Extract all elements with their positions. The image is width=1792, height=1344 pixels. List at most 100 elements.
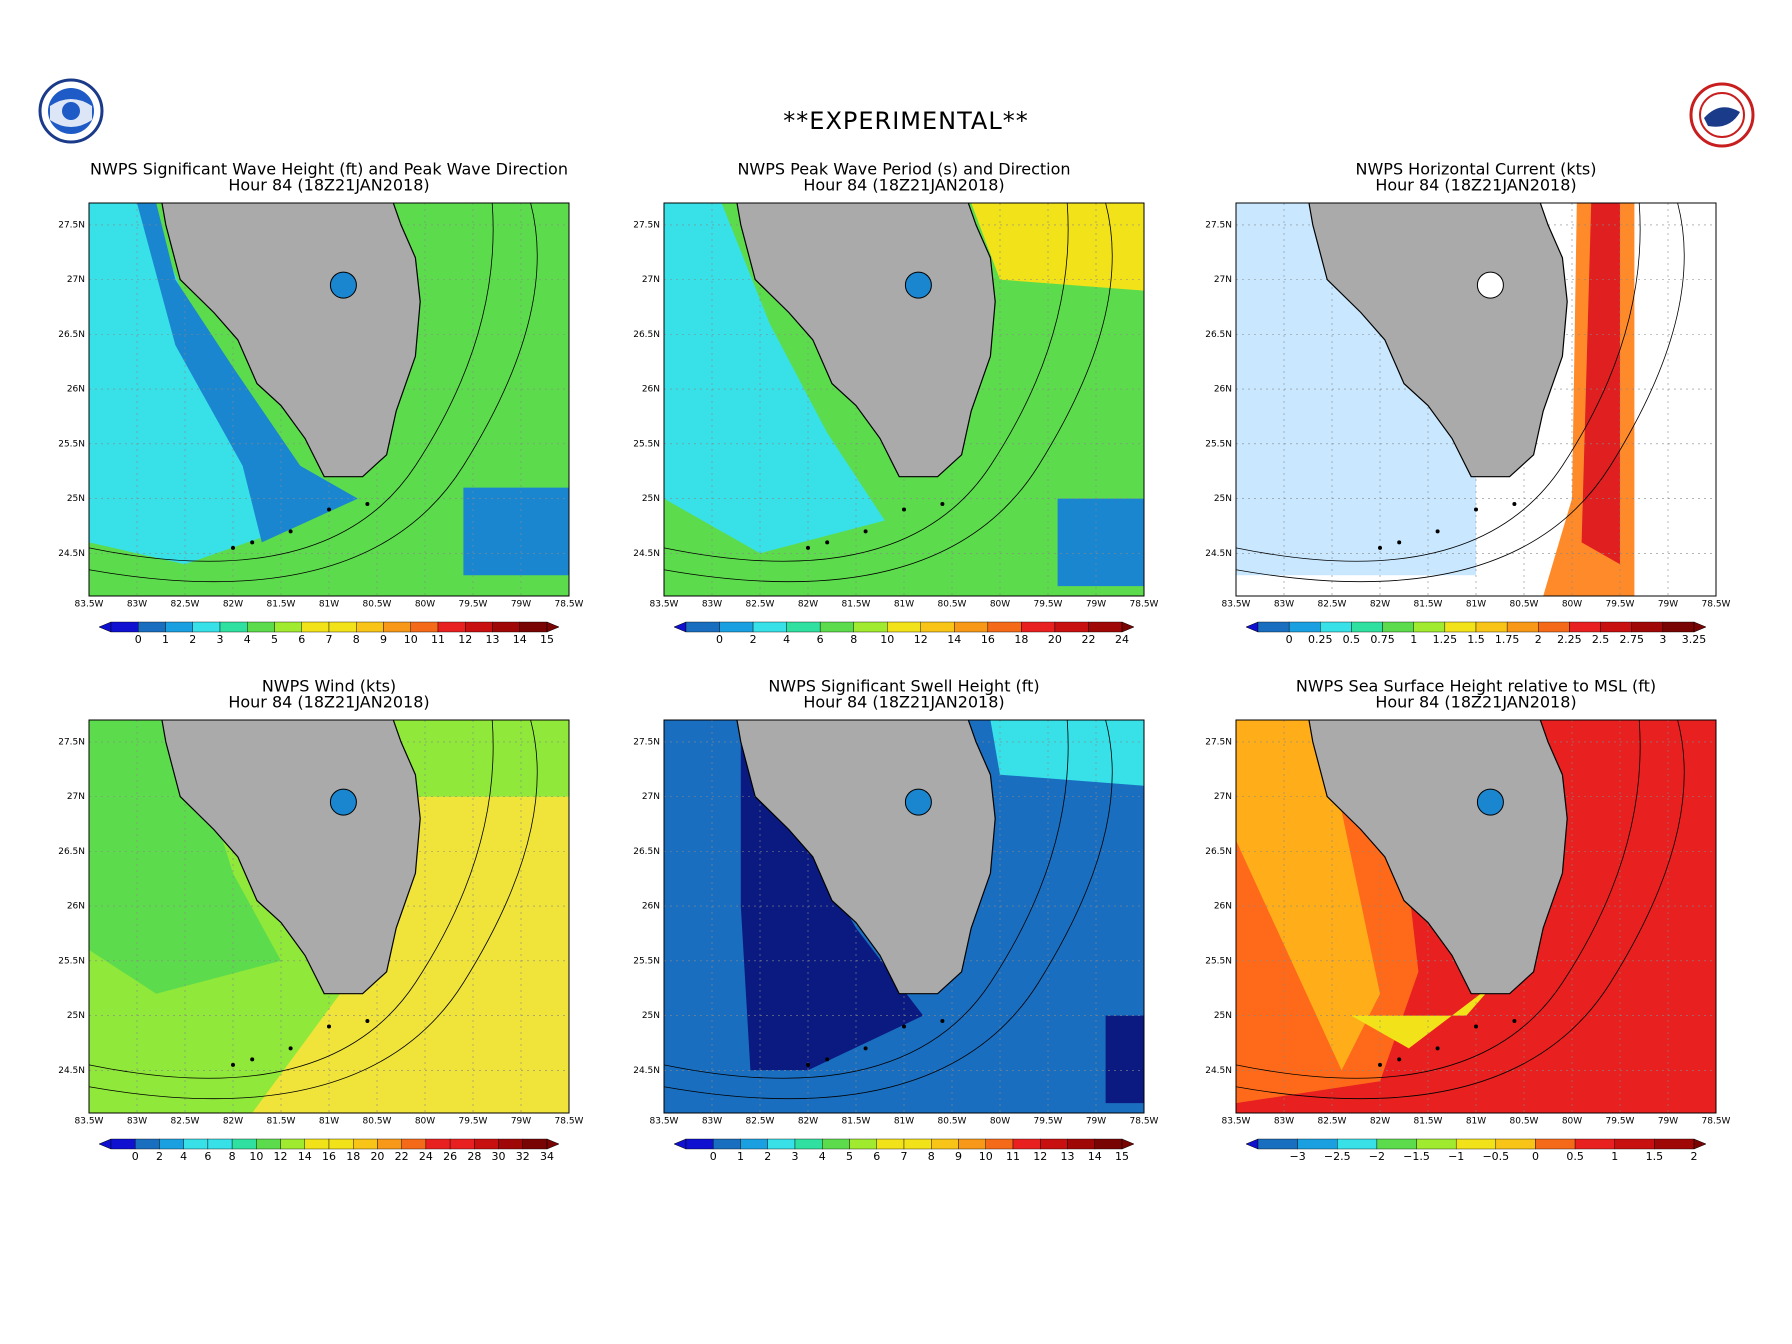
lat-label: 25N [1214,494,1232,504]
lat-label: 26N [642,385,660,395]
colorbar-label: 3 [792,1150,799,1163]
colorbar-arrow [1245,621,1259,633]
colorbar-label: 34 [540,1150,554,1163]
marine-zone-lines [89,720,494,1079]
colorbar-label: 28 [467,1150,481,1163]
colorbar-swatch [328,1138,354,1150]
colorbar-label: 4 [819,1150,826,1163]
map-frame [663,202,1145,597]
lon-label: 83.5W [1222,1117,1251,1127]
lon-label: 81.5W [842,600,871,610]
colorbar-label: 8 [229,1150,236,1163]
lon-label: 83.5W [650,600,679,610]
lat-label: 27N [642,275,660,285]
colorbar-swatch [449,1138,475,1150]
nws-logo [1689,82,1755,148]
panel-title: NWPS Significant Wave Height (ft) and Pe… [90,160,568,179]
map-frame [663,719,1145,1114]
map [664,203,1144,596]
marine-zone-lines [1236,203,1685,583]
colorbar-label: 20 [370,1150,384,1163]
colorbar-label: 0 [135,633,142,646]
panel-title: NWPS Peak Wave Period (s) and Direction [737,160,1070,179]
colorbar-label: 1 [1611,1150,1618,1163]
colorbar-label: 5 [271,633,278,646]
map-frame [1235,202,1717,597]
colorbar-swatch [1538,621,1570,633]
lon-label: 83W [1274,600,1294,610]
map [89,203,569,596]
colorbar-swatch [1067,1138,1095,1150]
colorbar-label: 6 [204,1150,211,1163]
colorbar-label: −3 [1290,1150,1306,1163]
colorbar-label: 0 [716,633,723,646]
colorbar-swatch [1320,621,1352,633]
lon-label: 81.5W [267,600,296,610]
colorbar-swatch [1413,621,1446,633]
lon-label: 80W [1562,600,1582,610]
lon-label: 78.5W [555,600,584,610]
colorbar-swatch [165,621,193,633]
colorbar: 0 2 4 6 8 10 12 14 16 18 20 22 24 26 28 30 32 34 [98,1138,560,1163]
lon-label: 80.5W [363,1117,392,1127]
colorbar-label: 12 [914,633,928,646]
lat-label: 27N [67,275,85,285]
colorbar-label: 8 [353,633,360,646]
colorbar-label: 2 [750,633,757,646]
colorbar-label: 10 [979,1150,993,1163]
colorbar-swatch [159,1138,184,1150]
panel-subtitle: Hour 84 (18Z21JAN2018) [1375,693,1576,712]
florida-keys [806,1062,810,1067]
colorbar-arrow [546,1138,560,1150]
lon-label: 78.5W [1130,1117,1159,1127]
colorbar-arrow [98,621,112,633]
colorbar-swatch [1475,621,1508,633]
colorbar-swatch [954,621,989,633]
colorbar-arrow [546,621,560,633]
colorbar-swatch [301,621,330,633]
lat-label: 24.5N [633,1066,660,1076]
colorbar-label: 14 [513,633,527,646]
colorbar-swatch [819,621,854,633]
colorbar-label: 12 [1033,1150,1047,1163]
lon-label: 79.5W [1034,1117,1063,1127]
colorbar-swatch [1337,1138,1378,1150]
colorbar-label: 0 [132,1150,139,1163]
colorbar-label: 32 [516,1150,530,1163]
colorbar-swatch [931,1138,959,1150]
lon-label: 81.5W [1414,1117,1443,1127]
colorbar-label: 3 [1659,633,1666,646]
lon-label: 80W [415,1117,435,1127]
lon-label: 79W [511,1117,531,1127]
lat-label: 24.5N [58,549,85,559]
colorbar-swatch [1257,1138,1298,1150]
colorbar-swatch [219,621,248,633]
colorbar-swatch [519,621,548,633]
colorbar-label: −1.5 [1403,1150,1430,1163]
colorbar-arrow [673,1138,687,1150]
colorbar-swatch [685,1138,714,1150]
colorbar-label: 1 [162,633,169,646]
colorbar-label: 1.5 [1646,1150,1664,1163]
lake-okeechobee [1476,788,1504,816]
florida-keys [1474,507,1478,512]
florida-keys [365,502,370,507]
colorbar-swatch [1040,1138,1068,1150]
lat-label: 26N [1214,385,1232,395]
panel-title: NWPS Horizontal Current (kts) [1356,160,1597,179]
colorbar-label: 0.5 [1343,633,1361,646]
lat-label: 25.5N [1205,956,1232,966]
colorbar-label: 13 [486,633,500,646]
map-field-region [664,203,885,554]
lat-label: 27.5N [1205,220,1232,230]
colorbar-swatch [958,1138,986,1150]
florida-keys [288,1046,293,1051]
colorbar-swatch [1444,621,1477,633]
lat-label: 26.5N [633,847,660,857]
lon-label: 82.5W [1318,1117,1347,1127]
lat-label: 24.5N [58,1066,85,1076]
colorbar-label: 0 [1286,633,1293,646]
colorbar-swatch [685,621,720,633]
colorbar-label: 16 [322,1150,336,1163]
colorbar-swatch [492,621,520,633]
